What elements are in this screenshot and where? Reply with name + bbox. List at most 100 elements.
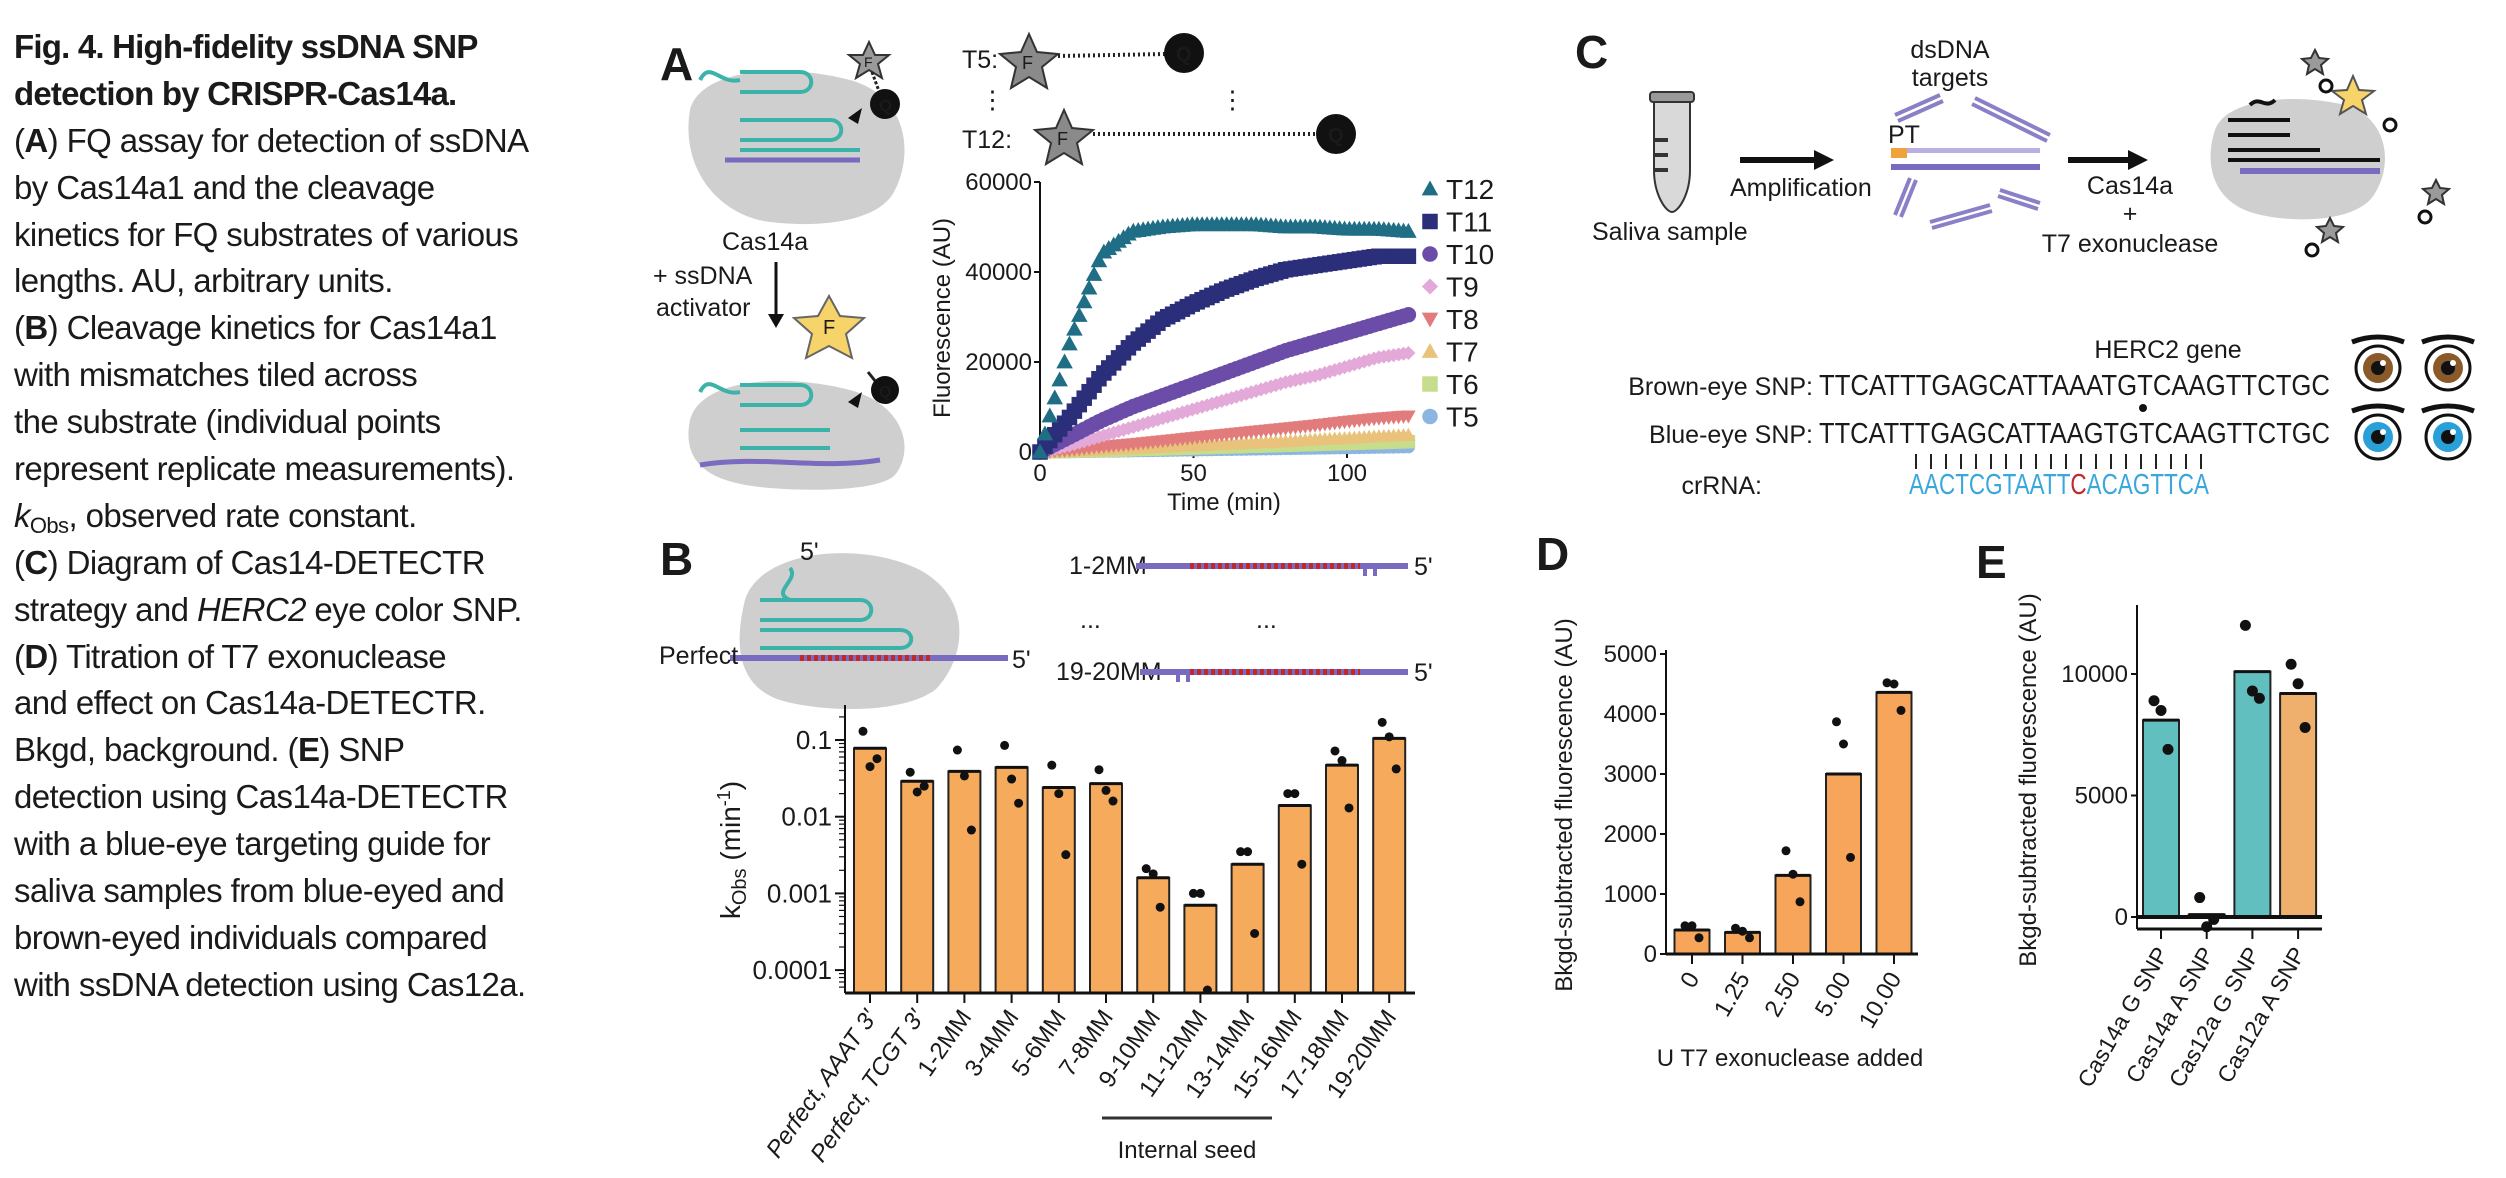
replicate-point [1889, 679, 1899, 689]
panel-a-diagram: Cas14a F Q + ssDNA activator F Q [653, 31, 1356, 490]
legend-marker-T12 [1421, 180, 1439, 196]
cas14a-protein-bottom [688, 380, 905, 490]
herc2-gene-label: HERC2 gene [2094, 336, 2241, 364]
fluorophore-label: F [864, 54, 873, 70]
replicate-point [919, 781, 929, 791]
replicate-point [1283, 789, 1293, 799]
legend-label-T6: T6 [1446, 369, 1479, 400]
dsdna-bottom-strand [1891, 164, 2040, 170]
y-axis-title: Fluorescence (AU) [929, 218, 956, 418]
caption-text: with ssDNA detection using Cas12a. [14, 965, 526, 1003]
data-point [1090, 252, 1108, 268]
quencher-label: Q [879, 384, 891, 401]
crrna-base: A [1909, 469, 1924, 501]
dots-right: ... [1256, 606, 1277, 634]
replicate-point [2253, 692, 2265, 704]
caption-text: ( [14, 309, 25, 347]
y-tick-label: 0.001 [767, 878, 832, 908]
legend-label-T11: T11 [1446, 207, 1492, 238]
replicate-point [1094, 765, 1104, 775]
chart-d-t7-titration: 0 1.25 2.50 5.0010.00010002000300040005000B… [1551, 618, 1923, 1072]
replicate-point [1687, 921, 1697, 931]
caption-text: ( [14, 543, 25, 581]
legend-label-T8: T8 [1446, 304, 1479, 335]
replicate-point [1243, 847, 1253, 857]
brown-eye-icon [2421, 334, 2475, 392]
caption-line: with ssDNA detection using Cas12a. [14, 962, 614, 1009]
data-point [1075, 293, 1093, 309]
data-point [1046, 389, 1064, 405]
caption-line: detection using Cas14a-DETECTR [14, 774, 614, 821]
y-tick-label: 3000 [1604, 761, 1657, 788]
caption-line: (B) Cleavage kinetics for Cas14a1 [14, 305, 614, 352]
replicate-point [1846, 852, 1855, 862]
bar [1041, 786, 1076, 994]
replicate-point [1054, 789, 1064, 799]
y-tick-label: 0.01 [781, 802, 832, 832]
replicate-point [959, 771, 969, 781]
replicate-point [1745, 933, 1754, 943]
caption-text: the substrate (individual points [14, 403, 441, 441]
mm-first-label: 1-2MM [1069, 552, 1147, 580]
crrna-mismatch-base: C [2070, 469, 2086, 501]
y-tick-label: 0 [1019, 439, 1032, 466]
y-tick-label: 0.1 [796, 725, 832, 755]
panel-label-a: A [660, 38, 693, 90]
caption-text: kinetics for FQ substrates of various [14, 215, 519, 253]
caption-text: Bkgd, background. ( [14, 731, 299, 769]
replicate-point [1148, 869, 1158, 879]
replicate-point [1195, 888, 1205, 898]
caption-text: Fig. 4. High-fidelity ssDNA SNP [14, 28, 478, 65]
crrna-hairpin-icon [698, 70, 860, 152]
replicate-point [1014, 798, 1024, 808]
bar [853, 747, 887, 995]
replicate-point [1384, 732, 1394, 742]
bar [1372, 737, 1407, 994]
replicate-point [2162, 743, 2174, 755]
caption-text: and effect on Cas14a-DETECTR. [14, 684, 486, 722]
replicate-point [2299, 721, 2311, 733]
caption-text: lengths. AU, arbitrary units. [14, 262, 393, 300]
quenchers-icon [2304, 78, 2433, 258]
probe-t5-strand [1057, 52, 1167, 58]
replicate-point [2194, 892, 2206, 904]
y-title-k: k [715, 904, 746, 919]
caption-text: represent replicate measurements). [14, 450, 515, 488]
activator-label-2: activator [656, 294, 750, 322]
caption-text: with mismatches tiled across [14, 356, 418, 394]
replicate-point [865, 762, 875, 772]
y-tick-label: 20000 [965, 349, 1032, 376]
caption-text: C [24, 543, 48, 581]
crrna-base: T [1955, 469, 1969, 501]
caption-line: brown-eyed individuals compared [14, 915, 614, 962]
fluorophore-label: F [1057, 129, 1068, 149]
replicate-point [1297, 859, 1307, 869]
crrna-base: A [2015, 469, 2030, 501]
activator-label-1: + ssDNA [653, 262, 753, 290]
fluorophore-released-icon [2329, 73, 2377, 117]
y-title-sub: Obs [729, 868, 751, 905]
replicate-point [1882, 678, 1892, 688]
caption-text: strategy and [14, 590, 197, 628]
crrna-base: C [1939, 469, 1955, 501]
crrna-hairpin-icon [760, 566, 914, 650]
caption-line: represent replicate measurements). [14, 446, 614, 493]
five-prime-label: 5' [1012, 646, 1031, 674]
five-prime-label: 5' [1414, 553, 1433, 581]
bar [1089, 782, 1123, 994]
panel-label-c: C [1575, 26, 1608, 78]
legend-label-T9: T9 [1446, 272, 1479, 303]
base-pair-ticks [1915, 454, 2202, 469]
caption-line: Fig. 4. High-fidelity ssDNA SNP [14, 24, 614, 71]
replicate-point [1731, 923, 1740, 933]
replicate-point [1832, 717, 1841, 727]
five-prime-label: 5' [1414, 659, 1433, 687]
caption-text: ) SNP [319, 731, 405, 769]
fluorophore-star-icon [997, 31, 1061, 91]
replicate-point [1839, 739, 1848, 749]
crrna-sequence: AACTCGTAATTCACAGTTCA [1909, 469, 2210, 501]
replicate-point [1680, 921, 1690, 931]
caption-text: ( [14, 121, 25, 159]
legend-marker-T11 [1422, 213, 1438, 230]
arrowhead-icon [768, 314, 784, 328]
